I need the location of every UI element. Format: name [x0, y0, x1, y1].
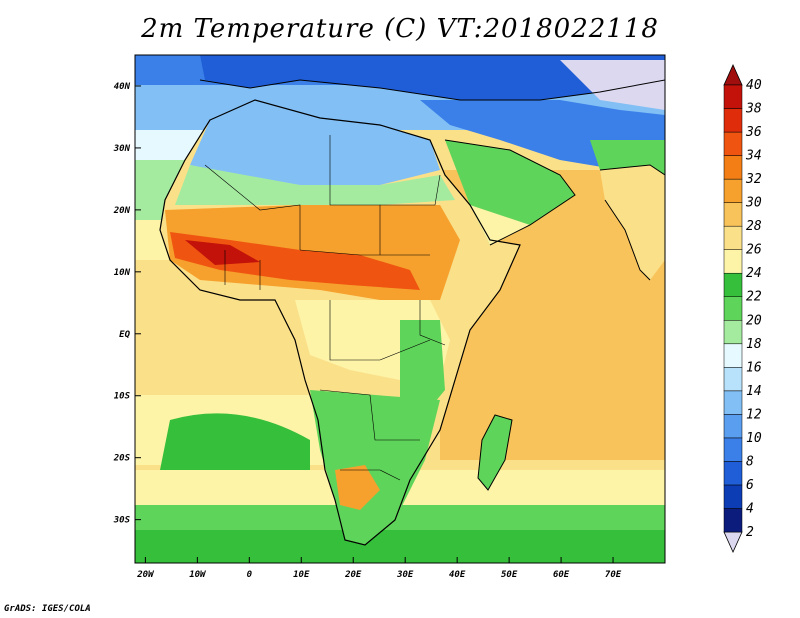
- y-tick-label: 20S: [113, 454, 131, 464]
- map-plot-area: [135, 55, 665, 563]
- x-tick-label: 0: [247, 570, 253, 580]
- y-tick-label: 10N: [114, 268, 131, 278]
- colorbar-label: 22: [746, 290, 762, 305]
- colorbar-label: 40: [746, 78, 762, 93]
- colorbar-swatch: [723, 414, 743, 439]
- x-tick-label: 10W: [189, 570, 207, 580]
- land-arabia-south: [470, 205, 530, 245]
- colorbar-swatch: [723, 131, 743, 156]
- colorbar-label: 28: [746, 219, 762, 234]
- colorbar-label: 4: [746, 501, 754, 516]
- colorbar-label: 38: [745, 102, 762, 117]
- colorbar-label: 10: [746, 431, 762, 446]
- colorbar-swatch: [723, 84, 743, 109]
- colorbar-swatch: [723, 225, 743, 250]
- colorbar-swatch: [723, 202, 743, 227]
- credit-label: GrADS: IGES/COLA: [4, 604, 91, 614]
- x-tick-label: 20W: [136, 570, 155, 580]
- colorbar-swatch: [723, 272, 743, 297]
- colorbar-label: 20: [746, 313, 762, 328]
- colorbar-swatch: [723, 390, 743, 415]
- colorbar-swatch: [723, 461, 743, 486]
- colorbar-label: 12: [746, 407, 762, 422]
- colorbar-label: 14: [746, 384, 762, 399]
- plot-frame: [134, 54, 666, 564]
- y-tick-label: 40N: [114, 82, 131, 92]
- land-india: [600, 165, 665, 280]
- y-tick-label: 30N: [113, 144, 131, 154]
- colorbar-swatch: [723, 155, 743, 180]
- y-tick-label: 30S: [113, 516, 131, 526]
- land-north-africa-cool: [190, 100, 440, 185]
- x-tick-label: 50E: [501, 570, 518, 580]
- land-kalahari-warm: [335, 465, 380, 510]
- colorbar-swatch: [723, 108, 743, 133]
- country-borders: [204, 135, 446, 481]
- colorbar-swatch: [723, 296, 743, 321]
- arabia-coastline: [444, 139, 576, 246]
- x-tick-label: 20E: [344, 570, 362, 580]
- colorbar-swatch: [723, 343, 743, 368]
- land-east-african-highlands: [400, 320, 445, 420]
- colorbar-swatch: [723, 249, 743, 274]
- colorbar-label: 8: [746, 454, 754, 469]
- x-tick-label: 70E: [605, 570, 622, 580]
- land-asia-sub-freezing: [560, 60, 665, 110]
- x-tick-label: 30E: [396, 570, 414, 580]
- land-west-africa-hottest: [185, 240, 260, 265]
- colorbar-below-arrow: [723, 531, 743, 553]
- x-tick-label: 60E: [553, 570, 570, 580]
- colorbar-label: 34: [745, 149, 762, 164]
- y-tick-label: 10S: [114, 392, 131, 402]
- x-tick-label: 10E: [293, 570, 310, 580]
- land-madagascar: [477, 414, 513, 491]
- europe-coastline: [199, 79, 665, 101]
- colorbar-label: 26: [746, 243, 762, 258]
- colorbar-swatch: [723, 508, 743, 533]
- colorbar-label: 18: [746, 337, 762, 352]
- colorbar-swatch: [723, 484, 743, 509]
- colorbar-label: 6: [746, 478, 754, 493]
- colorbar-label: 36: [745, 125, 762, 140]
- colorbar-label: 30: [745, 196, 762, 211]
- colorbar-above-arrow: [723, 64, 743, 86]
- map-title: 2m Temperature (C) VT:2018022118: [141, 14, 659, 44]
- x-axis: 20W 10W 0 10E 20E 30E 40E 50E 60E 70E: [136, 557, 622, 580]
- colorbar-swatch: [723, 367, 743, 392]
- india-coastline: [599, 164, 665, 281]
- ocean-cool-pool-south-atlantic: [160, 413, 310, 485]
- land-southern-africa: [310, 390, 440, 545]
- x-tick-label: 40E: [449, 570, 466, 580]
- colorbar-label: 24: [746, 266, 762, 281]
- y-tick-label: EQ: [119, 330, 130, 340]
- y-axis: 40N 30N 20N 10N EQ 10S 20S 30S: [113, 82, 141, 526]
- y-tick-label: 20N: [113, 206, 131, 216]
- land-europe-cold: [200, 55, 665, 100]
- land-sahara-mild: [175, 165, 455, 205]
- colorbar-label: 2: [746, 525, 754, 540]
- colorbar-label: 32: [745, 172, 762, 187]
- colorbar-swatch: [723, 437, 743, 462]
- colorbar-swatch: [723, 320, 743, 345]
- ocean-band-southern: [135, 530, 665, 563]
- colorbar-swatch: [723, 178, 743, 203]
- africa-coastline: [159, 99, 521, 546]
- colorbar-label: 16: [746, 360, 762, 375]
